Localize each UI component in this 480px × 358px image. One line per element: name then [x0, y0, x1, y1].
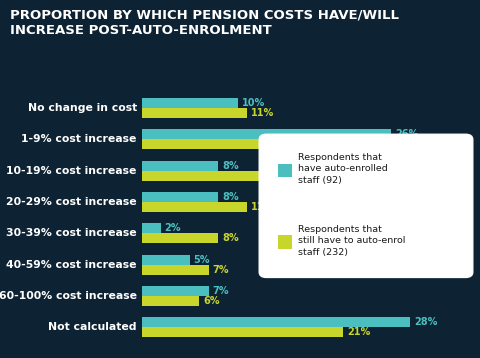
Text: 10-19% cost increase: 10-19% cost increase — [6, 166, 137, 176]
Bar — [142, 192, 218, 202]
Bar — [142, 255, 190, 265]
Bar — [142, 171, 286, 181]
Text: No change in cost: No change in cost — [27, 103, 137, 113]
Text: 6%: 6% — [203, 296, 219, 306]
Bar — [142, 161, 218, 171]
Text: 15%: 15% — [289, 171, 312, 181]
Text: 5%: 5% — [193, 255, 210, 265]
Text: 2%: 2% — [165, 223, 181, 233]
Bar — [142, 202, 247, 212]
Text: 60-100% cost increase: 60-100% cost increase — [0, 291, 137, 301]
Text: 8%: 8% — [222, 233, 239, 243]
Bar — [142, 327, 343, 337]
Text: 7%: 7% — [213, 265, 229, 275]
Text: 26%: 26% — [395, 129, 418, 139]
Text: 20-29% cost increase: 20-29% cost increase — [6, 197, 137, 207]
Text: 8%: 8% — [222, 192, 239, 202]
Text: 7%: 7% — [213, 286, 229, 296]
Text: Respondents that
still have to auto-enrol
staff (232): Respondents that still have to auto-enro… — [298, 224, 405, 257]
Bar — [142, 108, 247, 118]
Bar — [142, 317, 410, 327]
Text: 28%: 28% — [414, 317, 438, 327]
Bar — [142, 223, 161, 233]
Text: 22%: 22% — [357, 139, 380, 149]
Bar — [142, 129, 391, 139]
Text: Respondents that
have auto-enrolled
staff (92): Respondents that have auto-enrolled staf… — [298, 153, 387, 185]
Text: Not calculated: Not calculated — [48, 322, 137, 332]
Bar — [142, 296, 199, 306]
Bar — [142, 265, 209, 275]
Bar — [142, 286, 209, 296]
Text: PROPORTION BY WHICH PENSION COSTS HAVE/WILL
INCREASE POST-AUTO-ENROLMENT: PROPORTION BY WHICH PENSION COSTS HAVE/W… — [10, 9, 398, 38]
Text: 11%: 11% — [251, 202, 274, 212]
Text: 40-59% cost increase: 40-59% cost increase — [6, 260, 137, 270]
Text: 8%: 8% — [222, 161, 239, 171]
Text: 1-9% cost increase: 1-9% cost increase — [22, 134, 137, 144]
Text: 10%: 10% — [241, 98, 264, 108]
Bar — [142, 139, 353, 149]
Bar — [142, 98, 238, 108]
Text: 30-39% cost increase: 30-39% cost increase — [6, 228, 137, 238]
Text: 21%: 21% — [347, 327, 370, 337]
Bar — [142, 233, 218, 243]
Text: 11%: 11% — [251, 108, 274, 118]
